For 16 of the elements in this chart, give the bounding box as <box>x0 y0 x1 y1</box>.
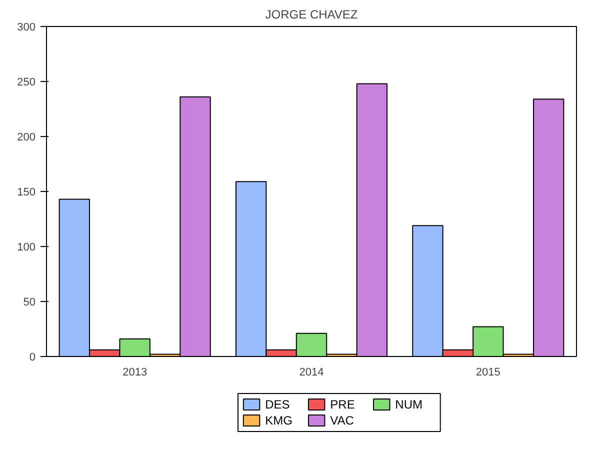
y-tick-label: 100 <box>17 242 36 254</box>
legend-label: DES <box>265 398 290 412</box>
legend-label: PRE <box>330 398 355 412</box>
x-tick-label: 2013 <box>122 366 148 378</box>
x-tick-label: 2014 <box>299 366 324 378</box>
y-tick-label: 50 <box>23 296 36 308</box>
x-tick-label: 2015 <box>476 366 500 378</box>
y-tick-label: 150 <box>17 186 36 198</box>
y-tick-label: 0 <box>29 352 36 364</box>
y-tick-label: 200 <box>17 132 36 144</box>
legend-label: NUM <box>395 398 423 412</box>
legend-label: VAC <box>330 414 354 428</box>
y-tick-label: 300 <box>17 22 36 34</box>
legend-label: KMG <box>265 414 292 428</box>
y-tick-label: 250 <box>17 76 36 88</box>
chart-title: JORGE CHAVEZ <box>265 8 358 22</box>
